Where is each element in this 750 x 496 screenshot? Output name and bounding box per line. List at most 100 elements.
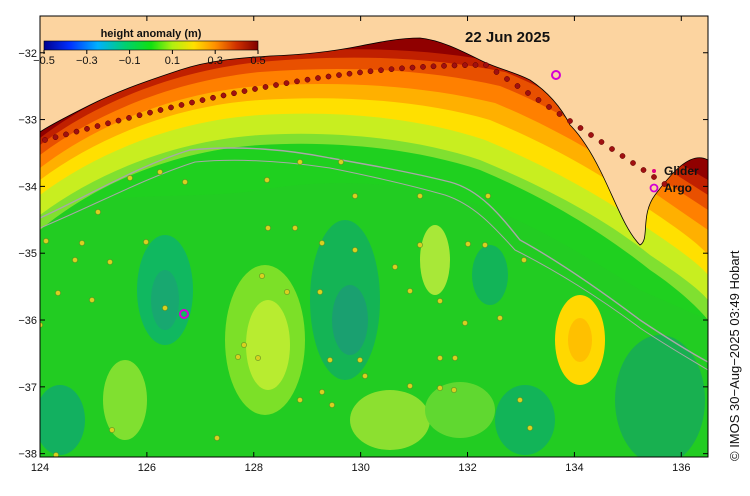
x-tick-label: 126	[138, 462, 156, 474]
coastal-track-point	[399, 65, 405, 72]
y-tick-label: −35	[18, 248, 37, 260]
x-tick-label: 128	[245, 462, 263, 474]
coastal-track-point	[409, 64, 416, 71]
argo-float-marker[interactable]	[551, 70, 561, 80]
altimeter-track-point	[157, 169, 163, 175]
x-tick-label: 124	[31, 462, 49, 474]
altimeter-track-point	[55, 290, 61, 296]
altimeter-track-point	[521, 257, 527, 263]
y-tick-label: −32	[18, 48, 37, 60]
altimeter-track-point	[319, 389, 325, 395]
altimeter-track-point	[527, 425, 533, 431]
coastal-track-point	[651, 174, 657, 180]
coastal-track-point	[199, 97, 206, 103]
coastal-track-point	[609, 146, 615, 152]
coastal-track-point	[619, 153, 626, 159]
coastal-track-point	[514, 83, 521, 89]
coastal-track-point	[598, 139, 605, 145]
coastal-track-point	[283, 80, 290, 87]
coastal-track-point	[157, 107, 164, 113]
coastal-track-point	[252, 86, 258, 92]
altimeter-track-point	[357, 357, 363, 363]
coastal-track-point	[430, 63, 437, 70]
coastal-track-point	[126, 115, 132, 121]
coastal-track-point	[105, 120, 111, 127]
coastal-track-point	[273, 82, 279, 88]
observation-markers	[40, 62, 668, 457]
coastal-track-point	[378, 67, 384, 74]
altimeter-track-point	[327, 357, 333, 363]
coastal-track-point	[63, 131, 69, 138]
y-tick-label: −37	[18, 382, 37, 394]
x-tick-label: 136	[672, 462, 690, 474]
altimeter-track-point	[407, 288, 413, 294]
coastal-track-point	[168, 104, 174, 111]
altimeter-track-point	[352, 247, 358, 253]
colorbar-tick-label: 0.1	[165, 55, 180, 67]
altimeter-track-point	[437, 355, 443, 361]
altimeter-track-point	[127, 175, 133, 181]
altimeter-track-point	[53, 452, 59, 457]
altimeter-track-point	[79, 240, 85, 246]
altimeter-track-point	[465, 241, 471, 247]
land-australia	[40, 16, 708, 246]
map-date: 22 Jun 2025	[465, 29, 550, 46]
coastal-track-point	[472, 62, 479, 68]
coastal-track-point	[577, 125, 584, 131]
coastal-track-point	[325, 73, 332, 80]
altimeter-track-point	[417, 193, 423, 199]
altimeter-track-point	[89, 297, 95, 303]
altimeter-track-point	[352, 193, 358, 199]
coastal-track-point	[115, 117, 122, 124]
altimeter-track-point	[109, 427, 115, 433]
altimeter-track-point	[452, 355, 458, 361]
shelf-contour-line-inner	[40, 159, 708, 371]
coastal-track-point	[556, 111, 563, 117]
coastal-track-point	[493, 69, 500, 75]
coastal-track-point	[189, 99, 195, 106]
coastal-track-point	[367, 68, 374, 75]
altimeter-track-point	[241, 342, 247, 348]
argo-float-marker[interactable]	[179, 309, 189, 319]
coastal-track-point	[661, 181, 668, 187]
y-tick-label: −38	[18, 449, 37, 461]
colorbar-tick-label: −0.1	[119, 55, 141, 67]
colorbar-title: height anomaly (m)	[101, 28, 202, 40]
altimeter-track-point	[329, 402, 335, 408]
argo-legend-icon	[649, 183, 659, 193]
altimeter-track-point	[259, 273, 265, 279]
coastal-track-point	[420, 64, 426, 70]
altimeter-track-point	[319, 240, 325, 246]
altimeter-track-point	[255, 355, 261, 361]
colorbar-tick-label: −0.3	[76, 55, 98, 67]
coastal-track-point	[462, 62, 468, 69]
altimeter-track-point	[107, 259, 113, 265]
altimeter-track-point	[437, 298, 443, 304]
coastal-track-point	[84, 125, 90, 132]
coastal-track-point	[640, 167, 647, 173]
coastal-track-point	[147, 109, 153, 116]
altimeter-track-point	[417, 242, 423, 248]
coastal-track-point	[346, 70, 353, 77]
altimeter-track-point	[338, 159, 344, 165]
colorbar-tick-label: 0.3	[208, 55, 223, 67]
coastal-track-point	[525, 90, 531, 96]
coastal-track-point	[315, 75, 321, 81]
altimeter-track-point	[265, 225, 271, 231]
y-axis: −32 −33 −34 −35 −36 −37 −38	[18, 48, 708, 461]
glider-legend-icon	[652, 169, 656, 173]
coastal-track-point	[630, 160, 636, 166]
altimeter-track-point	[72, 257, 78, 263]
coastal-track-point	[357, 69, 363, 76]
altimeter-track-point	[497, 315, 503, 321]
y-tick-label: −36	[18, 315, 37, 327]
altimeter-track-point	[292, 225, 298, 231]
legend-glider-label: Glider	[664, 164, 699, 178]
coastal-track-point	[94, 123, 101, 129]
altimeter-track-point	[297, 159, 303, 165]
x-tick-label: 132	[458, 462, 476, 474]
colorbar-ticks: −0.5 −0.3 −0.1 0.1 0.3 0.5	[33, 50, 266, 67]
altimeter-track-point	[162, 305, 168, 311]
coastal-track-point	[241, 88, 248, 94]
coastal-track-point	[535, 97, 542, 103]
